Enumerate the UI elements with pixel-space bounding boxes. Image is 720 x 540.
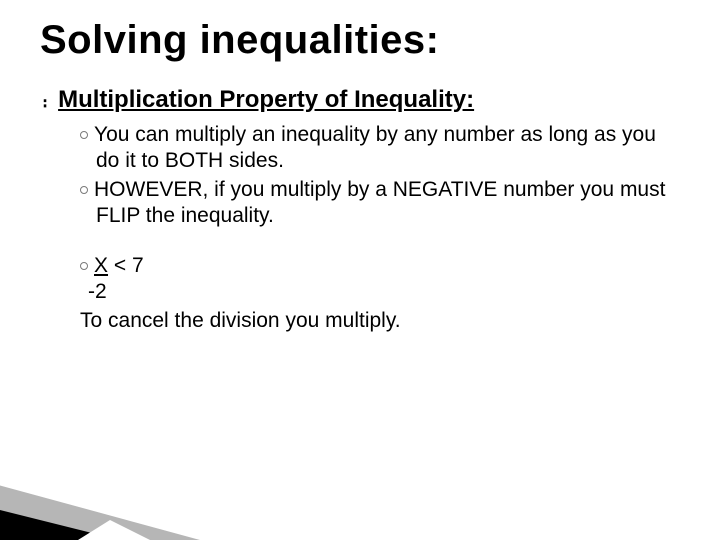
sub-bullet: You can multiply an inequality by any nu… [40,122,680,175]
slide-title: Solving inequalities: [40,18,680,62]
example-relation: < 7 [108,254,144,277]
corner-decoration-icon [0,450,340,540]
heading-line: ։ Multiplication Property of Inequality: [40,86,680,116]
ring-bullet-icon [80,186,88,194]
example-note: To cancel the division you multiply. [40,308,680,334]
bullet-glyph-icon: ։ [42,86,48,116]
example-expression: X < 7 [40,253,680,279]
sub-bullet-text: You can multiply an inequality by any nu… [94,123,656,172]
heading-text: Multiplication Property of Inequality: [58,86,474,114]
sub-bullet-text: HOWEVER, if you multiply by a NEGATIVE n… [94,178,665,227]
example-divisor: -2 [40,279,680,305]
spacer [40,231,680,253]
sub-bullet: HOWEVER, if you multiply by a NEGATIVE n… [40,177,680,230]
example-variable: X [94,254,108,277]
slide: Solving inequalities: ։ Multiplication P… [0,0,720,540]
ring-bullet-icon [80,262,88,270]
ring-bullet-icon [80,131,88,139]
